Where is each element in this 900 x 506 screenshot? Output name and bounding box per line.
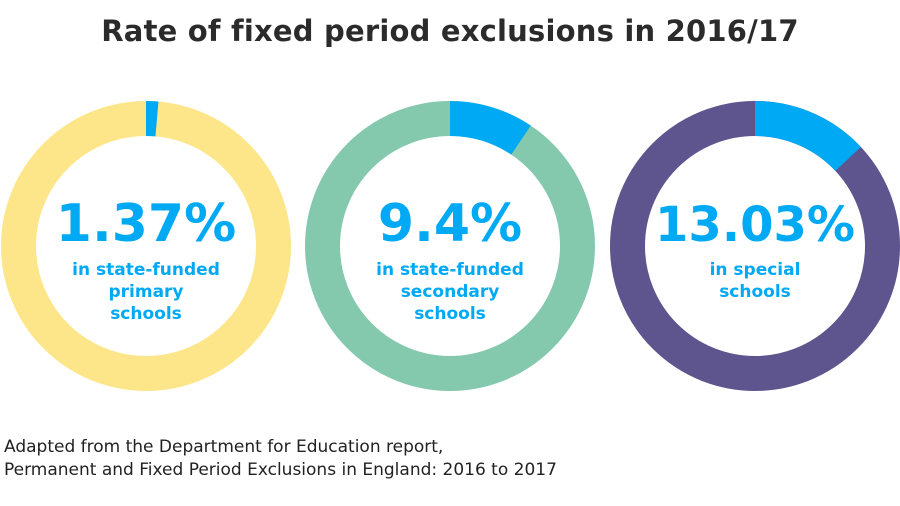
donut-caption-1-line-2: primary <box>108 282 183 302</box>
donut-caption-2-line-2: secondary <box>401 282 500 302</box>
donut-caption-1-line-1: in state-funded <box>72 260 220 280</box>
donut-value-label-1: 1.37% <box>56 194 236 254</box>
donut-value-label-3: 13.03% <box>655 197 855 253</box>
chart-title: Rate of fixed period exclusions in 2016/… <box>101 14 799 48</box>
donut-caption-3-line-2: schools <box>719 282 791 302</box>
donut-caption-3-line-1: in special <box>710 260 801 280</box>
source-note: Adapted from the Department for Educatio… <box>4 436 557 482</box>
source-line-2: Permanent and Fixed Period Exclusions in… <box>4 460 557 480</box>
donut-caption-2-line-1: in state-funded <box>376 260 524 280</box>
donut-caption-1-line-3: schools <box>110 304 182 324</box>
donut-value-label-2: 9.4% <box>378 194 522 254</box>
donut-slice-3 <box>754 101 861 172</box>
donut-caption-2-line-3: schools <box>414 304 486 324</box>
source-line-1: Adapted from the Department for Educatio… <box>4 437 444 457</box>
donut-slice-2 <box>449 101 531 155</box>
